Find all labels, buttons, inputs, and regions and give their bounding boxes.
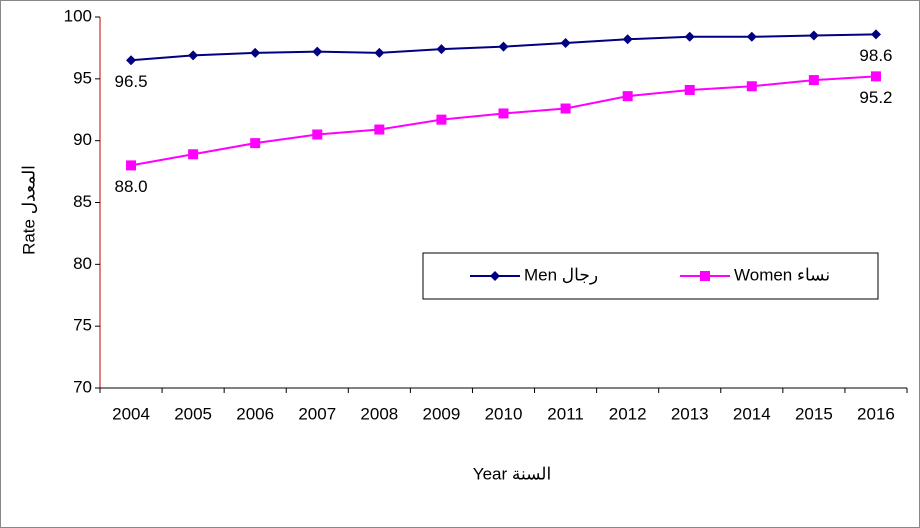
x-tick-label: 2004 [112,404,150,423]
marker [188,50,199,61]
marker [746,81,757,92]
marker [126,55,137,66]
x-tick-label: 2014 [733,404,771,423]
marker [684,84,695,95]
marker [490,271,500,281]
y-tick-label: 95 [73,68,92,87]
marker [312,129,323,140]
y-tick-label: 80 [73,254,92,273]
marker [560,37,571,48]
marker [808,30,819,41]
marker [436,44,447,55]
x-tick-label: 2009 [423,404,461,423]
x-axis-label: Year السنة [473,464,551,483]
x-tick-label: 2008 [360,404,398,423]
x-tick-label: 2012 [609,404,647,423]
marker [700,271,710,281]
x-tick-label: 2016 [857,404,895,423]
marker [374,47,385,58]
y-tick-label: 100 [64,6,92,25]
marker [870,29,881,40]
marker [560,103,571,114]
y-tick-label: 75 [73,316,92,335]
y-tick-label: 70 [73,377,92,396]
y-tick-label: 85 [73,192,92,211]
data-label: 95.2 [859,88,892,107]
x-tick-label: 2007 [298,404,336,423]
x-tick-label: 2010 [485,404,523,423]
data-label: 96.5 [114,72,147,91]
x-tick-label: 2011 [547,404,584,423]
marker [374,124,385,135]
marker [622,91,633,102]
legend-label: Men رجال [524,265,598,285]
y-tick-label: 90 [73,130,92,149]
data-label: 98.6 [859,46,892,65]
marker [684,31,695,42]
marker [312,46,323,57]
x-tick-label: 2006 [236,404,274,423]
marker [436,114,447,125]
marker [498,41,509,52]
marker [126,160,137,171]
marker [250,138,261,149]
marker [188,149,199,160]
data-label: 88.0 [114,177,147,196]
x-tick-label: 2005 [174,404,212,423]
marker [250,47,261,58]
marker [870,71,881,82]
y-axis-label: Rate المعدل [19,165,38,255]
marker [808,75,819,86]
legend-label: Women نساء [734,265,830,284]
x-tick-label: 2013 [671,404,709,423]
marker [622,34,633,45]
x-tick-label: 2015 [795,404,833,423]
marker [498,108,509,119]
marker [746,31,757,42]
